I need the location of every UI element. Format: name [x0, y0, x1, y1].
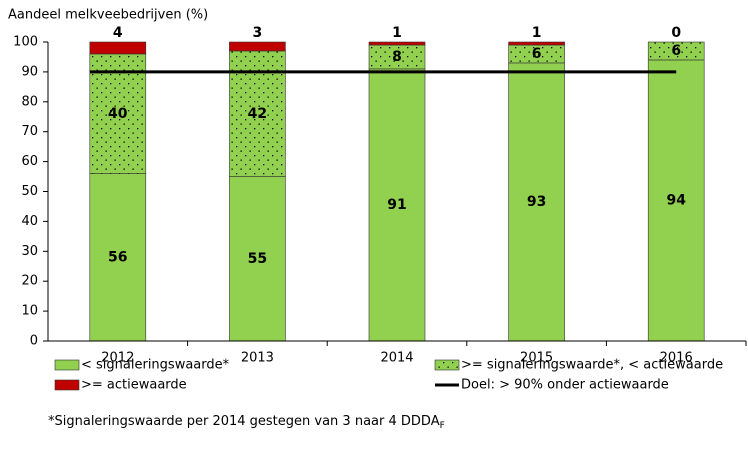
legend-swatch: [434, 359, 460, 371]
bar-segment: [647, 59, 705, 342]
data-label: 8: [392, 49, 402, 65]
y-tick-label: 30: [21, 244, 38, 259]
y-tick-label: 10: [21, 304, 38, 319]
data-label: 6: [532, 46, 542, 62]
bar-segment: [647, 41, 705, 61]
legend-swatch: [54, 359, 80, 371]
x-tick-label: 2015: [520, 351, 553, 366]
data-label: 4: [113, 25, 123, 41]
data-label: 94: [666, 192, 686, 208]
data-label: 40: [108, 106, 128, 122]
footnote: *Signaleringswaarde per 2014 gestegen va…: [48, 414, 445, 431]
legend-label: >= signaleringswaarde*, < actiewaarde: [461, 358, 723, 373]
bar-segment: [368, 68, 426, 342]
bar-segment: [229, 176, 286, 342]
legend-label: < signaleringswaarde*: [81, 358, 230, 373]
x-tick-label: 2014: [380, 351, 413, 366]
y-tick-label: 50: [21, 184, 38, 199]
x-tick-label: 2012: [101, 351, 134, 366]
y-tick-label: 40: [21, 214, 38, 229]
legend-label: Doel: > 90% onder actiewaarde: [461, 378, 669, 393]
bar-segment: [368, 41, 426, 46]
bar-segment: [508, 41, 565, 46]
y-tick-label: 0: [30, 334, 38, 349]
y-tick-label: 60: [21, 154, 38, 169]
x-tick-label: 2013: [241, 351, 274, 366]
data-label: 3: [253, 25, 263, 41]
data-label: 91: [387, 197, 406, 213]
data-label: 1: [392, 25, 402, 41]
data-label: 0: [671, 25, 681, 41]
y-tick-label: 80: [21, 94, 38, 109]
data-label: 1: [532, 25, 542, 41]
y-tick-label: 70: [21, 124, 38, 139]
bar-segment: [89, 41, 147, 55]
y-tick-label: 90: [21, 64, 38, 79]
y-tick-label: 20: [21, 274, 38, 289]
legend-label: >= actiewaarde: [81, 378, 187, 393]
data-label: 6: [671, 43, 681, 59]
data-label: 55: [248, 251, 267, 267]
x-tick-label: 2016: [660, 351, 693, 366]
data-label: 93: [527, 194, 546, 210]
data-label: 56: [108, 249, 127, 265]
y-axis-label: Aandeel melkveebedrijven (%): [8, 8, 208, 23]
bar-segment: [229, 41, 286, 52]
legend-swatch: [54, 379, 80, 391]
data-label: 42: [248, 106, 267, 122]
y-tick-label: 100: [13, 35, 38, 50]
